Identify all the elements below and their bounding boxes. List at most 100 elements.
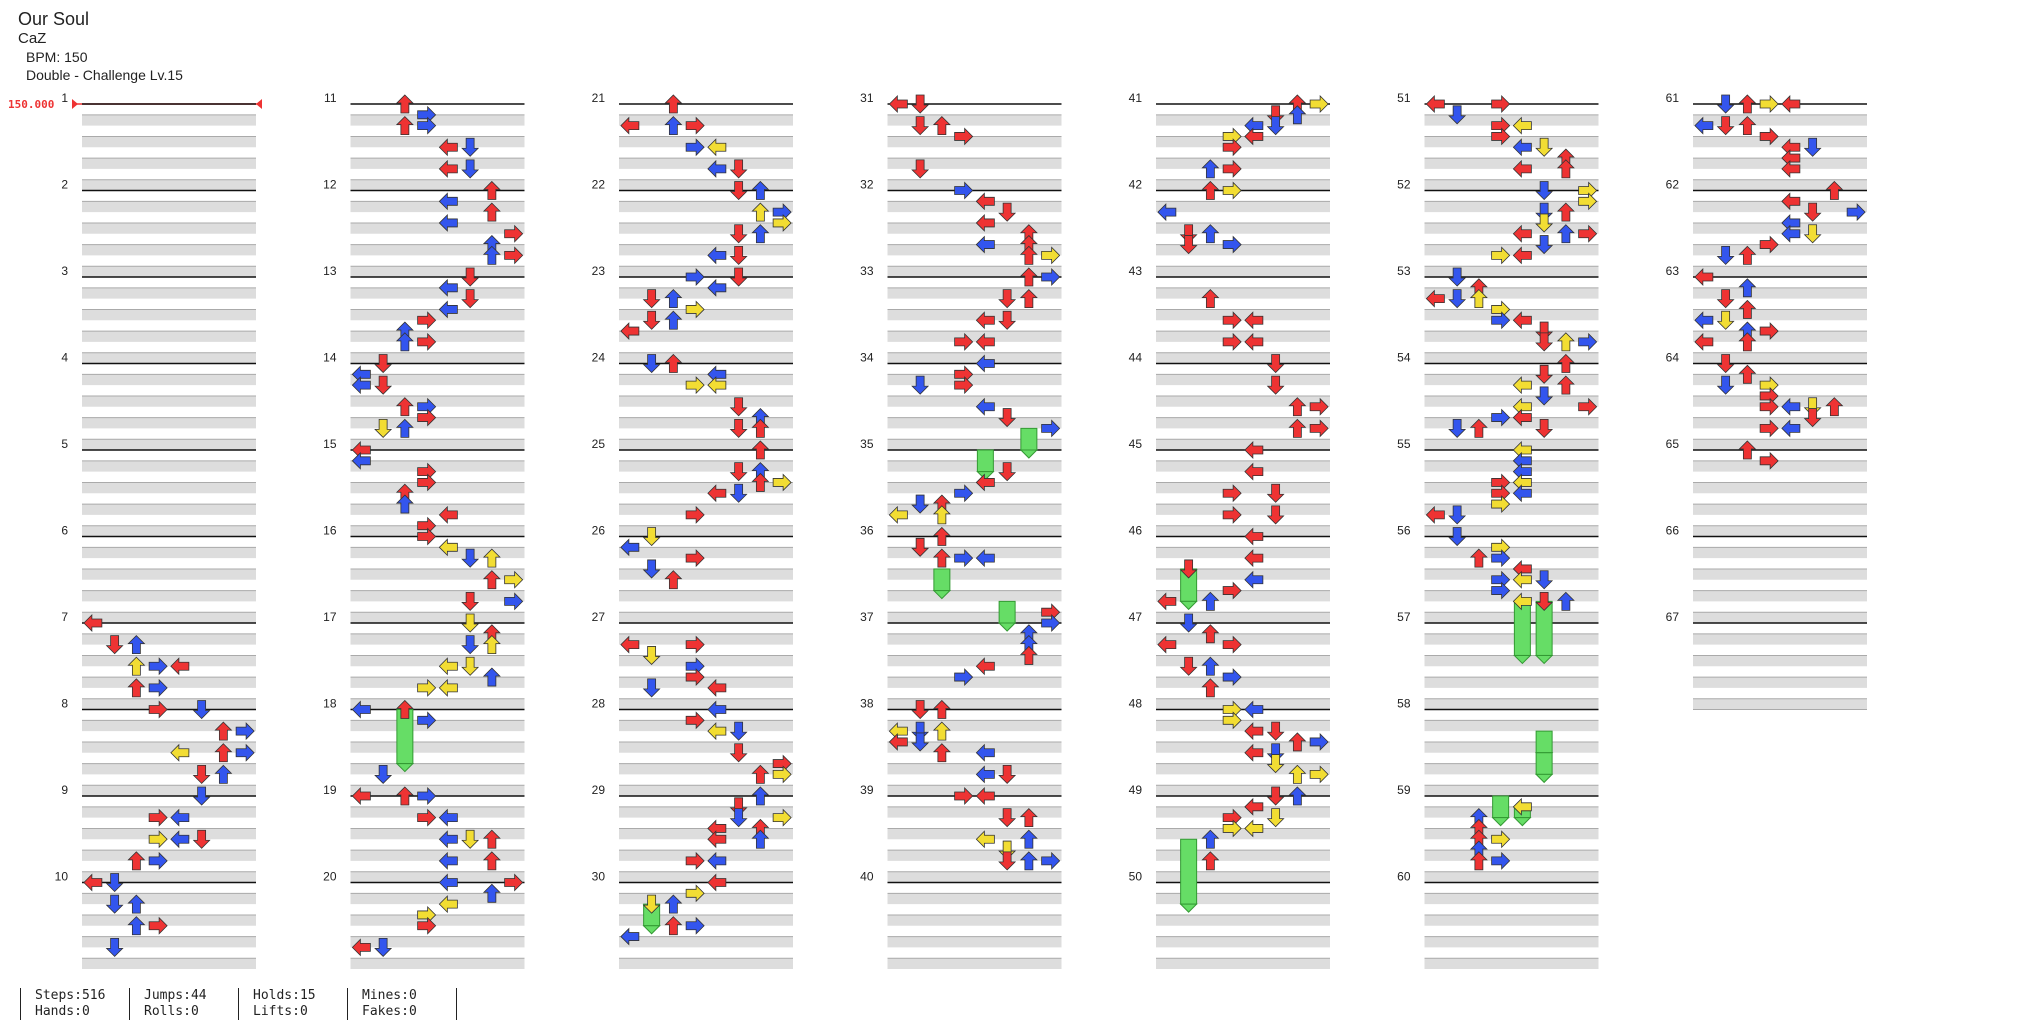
arrow-head xyxy=(148,678,168,697)
step-arrow-left xyxy=(707,873,727,892)
step-arrow-right xyxy=(417,311,437,330)
step-arrow-down xyxy=(1716,354,1735,374)
song-artist: CaZ xyxy=(18,30,47,47)
arrow-head xyxy=(1019,851,1038,871)
arrow-head xyxy=(620,322,640,341)
arrow-head xyxy=(729,483,748,503)
arrow-head xyxy=(170,808,190,827)
step-arrow-up xyxy=(1201,678,1220,698)
arrow-head xyxy=(235,743,255,762)
step-arrow-up xyxy=(395,332,414,352)
step-arrow-up xyxy=(1738,440,1757,460)
step-arrow-up xyxy=(482,202,501,222)
step-arrow-down xyxy=(1535,181,1554,201)
measure-60: 60 xyxy=(1397,870,1599,969)
beat-band xyxy=(1424,677,1599,688)
arrow-head xyxy=(1244,743,1264,762)
step-arrow-left xyxy=(1512,224,1532,243)
arrow-head xyxy=(1556,332,1575,352)
hold-body xyxy=(1513,600,1531,656)
step-arrow-up xyxy=(1201,591,1220,611)
arrow-head xyxy=(1556,202,1575,222)
step-arrow-down xyxy=(911,159,930,179)
step-arrow-left xyxy=(707,851,727,870)
step-arrow-left xyxy=(170,808,190,827)
measure-7: 7 xyxy=(61,610,256,710)
beat-band xyxy=(82,114,256,126)
arrow-head xyxy=(685,916,705,935)
arrow-head xyxy=(1512,570,1532,589)
arrow-head xyxy=(461,289,480,309)
arrow-head xyxy=(1157,203,1177,222)
beat-band xyxy=(350,655,525,667)
beat-band xyxy=(1424,547,1599,559)
arrow-head xyxy=(482,245,501,265)
measure-number: 40 xyxy=(860,870,874,884)
step-arrow-up xyxy=(1469,418,1488,438)
step-arrow-down xyxy=(1179,656,1198,676)
arrow-head xyxy=(127,851,146,871)
arrow-head xyxy=(772,213,792,232)
beat-band xyxy=(350,136,525,148)
step-arrow-right xyxy=(148,851,168,870)
step-arrow-left xyxy=(1244,743,1264,762)
arrow-head xyxy=(1578,192,1598,211)
stats-col-jumps: Jumps:44 Rolls:0 xyxy=(129,988,238,1020)
arrow-head xyxy=(1491,95,1511,113)
beat-band xyxy=(887,698,1062,710)
arrow-head xyxy=(395,418,414,438)
arrow-head xyxy=(975,332,995,351)
arrow-head xyxy=(170,657,190,676)
step-arrow-up xyxy=(1019,245,1038,265)
step-arrow-up xyxy=(1556,332,1575,352)
step-arrow-right xyxy=(235,722,255,741)
step-arrow-right xyxy=(1309,397,1329,416)
arrow-head xyxy=(707,376,727,395)
measure-number: 9 xyxy=(61,783,68,797)
arrow-head xyxy=(1716,310,1735,330)
step-arrow-left xyxy=(975,473,995,492)
step-arrow-right xyxy=(1491,581,1511,600)
arrow-head xyxy=(911,700,930,720)
beat-band xyxy=(1424,698,1599,710)
arrow-head xyxy=(1222,819,1242,838)
step-arrow-right xyxy=(417,473,437,492)
beat-band xyxy=(1424,331,1599,342)
arrow-head xyxy=(1288,732,1307,752)
measure-number: 43 xyxy=(1129,264,1143,278)
step-arrow-left xyxy=(1781,419,1801,438)
measure-number: 26 xyxy=(592,524,606,538)
arrow-head xyxy=(954,668,974,687)
step-arrow-right xyxy=(772,213,792,232)
arrow-head xyxy=(1266,116,1285,136)
step-arrow-up xyxy=(932,743,951,763)
step-arrow-right xyxy=(685,268,705,286)
beat-band xyxy=(887,828,1062,840)
stat-rolls: Rolls:0 xyxy=(144,1004,199,1019)
beat-band xyxy=(350,914,525,926)
arrow-head xyxy=(1222,138,1242,157)
arrow-head xyxy=(1759,127,1779,146)
beat-band xyxy=(1156,504,1330,515)
beat-band xyxy=(82,222,256,234)
stats-col-holds: Holds:15 Lifts:0 xyxy=(238,988,347,1020)
arrow-head xyxy=(998,764,1017,784)
step-arrow-down xyxy=(1448,267,1467,287)
step-arrow-right xyxy=(1222,711,1242,730)
arrow-head xyxy=(192,764,211,784)
arrow-head xyxy=(461,613,480,633)
arrow-head xyxy=(417,473,437,492)
arrow-head xyxy=(374,375,393,395)
step-arrow-right xyxy=(1578,397,1598,416)
measure-number: 53 xyxy=(1397,264,1411,278)
step-arrow-right xyxy=(954,668,974,687)
step-arrow-down xyxy=(1535,213,1554,233)
step-arrow-left xyxy=(351,376,371,395)
arrow-head xyxy=(751,440,770,460)
beat-band xyxy=(1693,201,1867,213)
arrow-head xyxy=(1535,235,1554,255)
step-arrow-up xyxy=(932,699,951,719)
measure-17: 17 xyxy=(323,610,525,710)
arrow-head xyxy=(1244,797,1264,816)
beat-band xyxy=(1156,893,1330,905)
